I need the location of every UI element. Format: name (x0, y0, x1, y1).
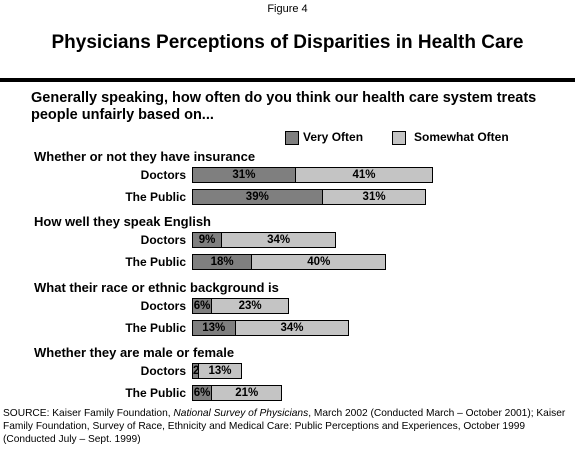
bar-very-often-4-2: 6% (192, 385, 213, 401)
group-heading-4: Whether they are male or female (34, 345, 235, 360)
group-heading-3: What their race or ethnic background is (34, 280, 279, 295)
bar-very-often-2-2: 18% (192, 254, 253, 270)
group-heading-2: How well they speak English (34, 214, 211, 229)
bar-somewhat-often-2-2: 40% (251, 254, 387, 270)
row-label-3-2: The Public (125, 321, 186, 335)
bar-somewhat-often-4-1: 13% (197, 363, 243, 379)
legend-label-somewhat-often: Somewhat Often (414, 130, 509, 144)
bar-very-often-3-2: 13% (192, 320, 236, 336)
row-label-4-1: Doctors (140, 364, 186, 378)
bar-somewhat-often-4-2: 21% (211, 385, 283, 401)
bar-somewhat-often-3-1: 23% (211, 298, 290, 314)
bar-somewhat-often-1-2: 31% (321, 189, 427, 205)
source-note: SOURCE: Kaiser Family Foundation, Nation… (3, 407, 573, 454)
row-label-1-1: Doctors (140, 168, 186, 182)
source-prefix: SOURCE: Kaiser Family Foundation, (3, 408, 174, 419)
legend-label-very-often: Very Often (303, 130, 364, 144)
bar-somewhat-often-3-2: 34% (234, 320, 350, 336)
row-label-4-2: The Public (125, 386, 186, 400)
row-label-3-1: Doctors (140, 299, 186, 313)
bar-somewhat-often-1-1: 41% (294, 167, 434, 183)
legend-swatch-somewhat-often (392, 131, 406, 145)
bar-very-often-1-1: 31% (192, 167, 296, 183)
row-label-2-1: Doctors (140, 233, 186, 247)
chart-question: Generally speaking, how often do you thi… (31, 90, 537, 123)
source-survey-name: National Survey of Physicians (173, 408, 309, 419)
figure-label: Figure 4 (267, 3, 308, 15)
row-label-2-2: The Public (125, 255, 186, 269)
title-divider (0, 78, 575, 82)
bar-somewhat-often-2-1: 34% (221, 232, 337, 248)
row-label-1-2: The Public (125, 190, 186, 204)
bar-very-often-1-2: 39% (192, 189, 323, 205)
group-heading-1: Whether or not they have insurance (34, 149, 256, 164)
bar-very-often-2-1: 9% (192, 232, 223, 248)
bar-very-often-3-1: 6% (192, 298, 213, 314)
chart-title: Physicians Perceptions of Disparities in… (51, 32, 524, 53)
source-suffix: , March 2002 (Conducted March – October … (3, 408, 566, 445)
legend-swatch-very-often (285, 131, 299, 145)
